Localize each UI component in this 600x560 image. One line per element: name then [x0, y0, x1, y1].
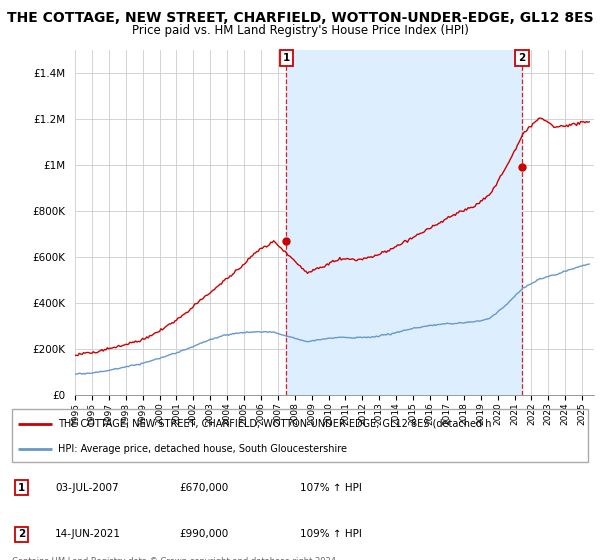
Bar [286, 50, 522, 395]
Text: 14-JUN-2021: 14-JUN-2021 [55, 529, 121, 539]
Text: 03-JUL-2007: 03-JUL-2007 [55, 483, 119, 493]
Text: THE COTTAGE, NEW STREET, CHARFIELD, WOTTON-UNDER-EDGE, GL12 8ES: THE COTTAGE, NEW STREET, CHARFIELD, WOTT… [7, 11, 593, 25]
Text: Price paid vs. HM Land Registry's House Price Index (HPI): Price paid vs. HM Land Registry's House … [131, 24, 469, 36]
Text: Contains HM Land Registry data © Crown copyright and database right 2024.
This d: Contains HM Land Registry data © Crown c… [12, 557, 338, 560]
Text: THE COTTAGE, NEW STREET, CHARFIELD, WOTTON-UNDER-EDGE, GL12 8ES (detached h: THE COTTAGE, NEW STREET, CHARFIELD, WOTT… [58, 419, 491, 429]
Text: £670,000: £670,000 [179, 483, 228, 493]
Text: 107% ↑ HPI: 107% ↑ HPI [300, 483, 362, 493]
Text: HPI: Average price, detached house, South Gloucestershire: HPI: Average price, detached house, Sout… [58, 444, 347, 454]
Text: 1: 1 [18, 483, 25, 493]
Text: 2: 2 [18, 529, 25, 539]
Text: 2: 2 [518, 53, 526, 63]
Text: 109% ↑ HPI: 109% ↑ HPI [300, 529, 362, 539]
Text: £990,000: £990,000 [179, 529, 228, 539]
Text: 1: 1 [283, 53, 290, 63]
